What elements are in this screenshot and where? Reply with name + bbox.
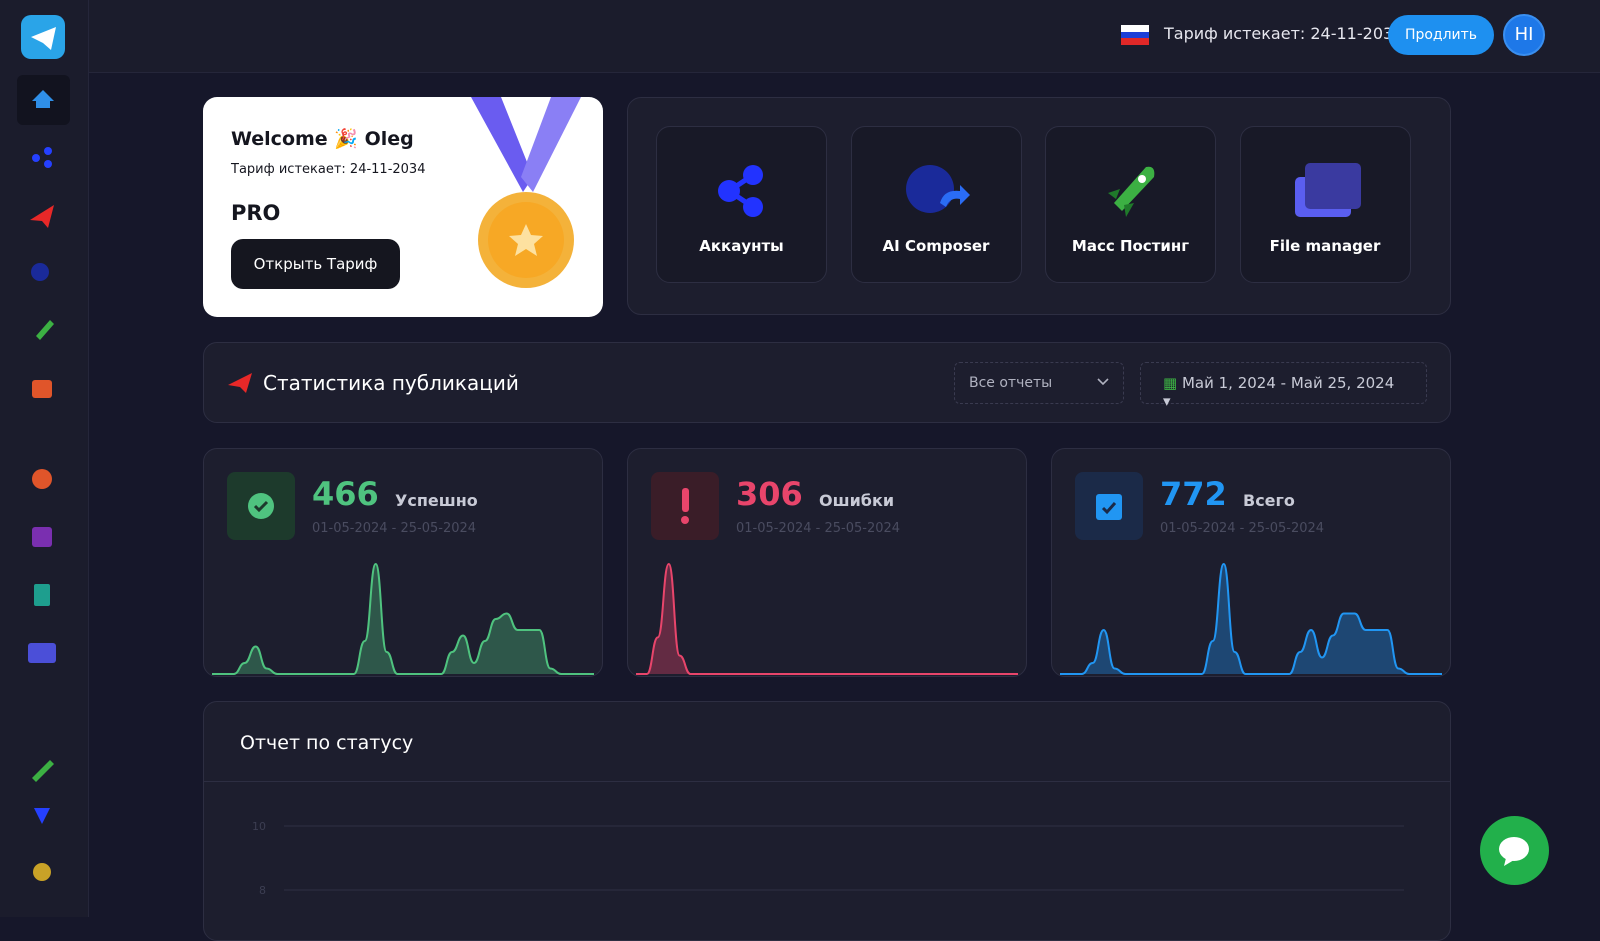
welcome-tariff: Тариф истекает: 24-11-2034 xyxy=(231,162,426,177)
avatar[interactable]: HI xyxy=(1503,14,1545,56)
user-name: Oleg xyxy=(364,128,414,150)
greeting: Welcome xyxy=(231,128,328,150)
nav-accounts[interactable] xyxy=(32,147,52,168)
tool-label: AI Composer xyxy=(882,237,990,255)
stat-card: 466 Успешно 01-05-2024 - 25-05-2024 xyxy=(203,448,603,677)
sparkline-line xyxy=(212,562,594,675)
nav-settings[interactable] xyxy=(33,863,51,881)
nav-mass[interactable] xyxy=(36,320,54,340)
stat-label: Всего xyxy=(1243,491,1295,510)
stat-icon xyxy=(651,472,719,540)
flag xyxy=(1121,25,1149,45)
sidebar-icons xyxy=(17,15,70,881)
tool-icon xyxy=(905,165,970,213)
stat-period: 01-05-2024 - 25-05-2024 xyxy=(312,521,477,536)
tool-icon xyxy=(1108,166,1155,217)
y-tick-label: 10 xyxy=(252,820,266,833)
stat-label: Успешно xyxy=(395,491,478,510)
tool-icon xyxy=(1294,163,1361,217)
tool-label: Масс Постинг xyxy=(1071,237,1190,255)
date-range-text: Май 1, 2024 - Май 25, 2024 xyxy=(1181,374,1395,392)
topbar xyxy=(89,0,1600,73)
stat-value: 466 xyxy=(312,475,379,513)
tool-card[interactable]: File manager xyxy=(1239,126,1411,283)
nav-ai[interactable] xyxy=(31,263,49,281)
stat-card: 306 Ошибки 01-05-2024 - 25-05-2024 xyxy=(627,448,1027,677)
sparkline-area xyxy=(212,564,594,674)
sidebar xyxy=(0,0,89,917)
stat-value: 772 xyxy=(1160,475,1227,513)
sparkline xyxy=(636,562,1018,675)
filter-text: Все отчеты xyxy=(969,375,1053,391)
status-report: Отчет по статусу 10 8 xyxy=(203,701,1451,941)
status-chart: 10 8 xyxy=(252,820,1404,897)
stats-header: Статистика публикаций Все отчеты ▦ Май 1… xyxy=(203,342,1451,423)
tool-label: Аккаунты xyxy=(699,237,784,255)
stat-value: 306 xyxy=(736,475,803,513)
emoji: 🎉 xyxy=(334,128,358,150)
stat-icon xyxy=(227,472,295,540)
nav-doc[interactable] xyxy=(34,584,50,606)
status-title: Отчет по статусу xyxy=(240,732,414,754)
nav-files[interactable] xyxy=(28,643,56,663)
tool-label: File manager xyxy=(1269,237,1381,255)
stat-label: Ошибки xyxy=(819,491,895,510)
sparkline xyxy=(212,562,594,675)
date-range[interactable]: ▦ Май 1, 2024 - Май 25, 2024 ▾ xyxy=(1140,362,1427,410)
tool-card[interactable]: AI Composer xyxy=(850,126,1022,283)
stat-icon xyxy=(1075,472,1143,540)
tool-icon xyxy=(718,165,763,217)
stats-icon xyxy=(228,373,252,393)
y-tick-label: 8 xyxy=(259,884,266,897)
tool-card[interactable]: Масс Постинг xyxy=(1045,126,1216,283)
chat-button[interactable] xyxy=(1480,816,1549,885)
nav-edit[interactable] xyxy=(32,760,54,782)
sparkline-area xyxy=(636,564,1018,674)
open-tariff-button[interactable]: Открыть Тариф xyxy=(231,239,400,289)
sparkline-area xyxy=(1060,564,1442,674)
renew-button[interactable]: Продлить xyxy=(1388,15,1494,55)
sparkline xyxy=(1060,562,1442,675)
welcome-card: Welcome 🎉 Oleg Тариф истекает: 24-11-203… xyxy=(203,97,603,317)
nav-calendar[interactable] xyxy=(32,527,52,547)
nav-publish[interactable] xyxy=(30,205,54,228)
sparkline-line xyxy=(636,562,1018,675)
medal xyxy=(471,97,581,288)
sparkline-line xyxy=(1060,562,1442,675)
nav-rss[interactable] xyxy=(32,380,52,398)
tool-card[interactable]: Аккаунты xyxy=(656,126,827,283)
stat-period: 01-05-2024 - 25-05-2024 xyxy=(736,521,901,536)
tariff-label: Тариф истекает: 24-11-2034 xyxy=(1164,24,1404,43)
nav-plugin[interactable] xyxy=(34,808,50,824)
nav-help[interactable] xyxy=(32,469,52,489)
stat-card: 772 Всего 01-05-2024 - 25-05-2024 xyxy=(1051,448,1451,677)
stats-title: Статистика публикаций xyxy=(263,371,519,395)
stat-period: 01-05-2024 - 25-05-2024 xyxy=(1160,521,1325,536)
report-filter[interactable]: Все отчеты xyxy=(954,362,1124,404)
plan: PRO xyxy=(231,201,281,225)
